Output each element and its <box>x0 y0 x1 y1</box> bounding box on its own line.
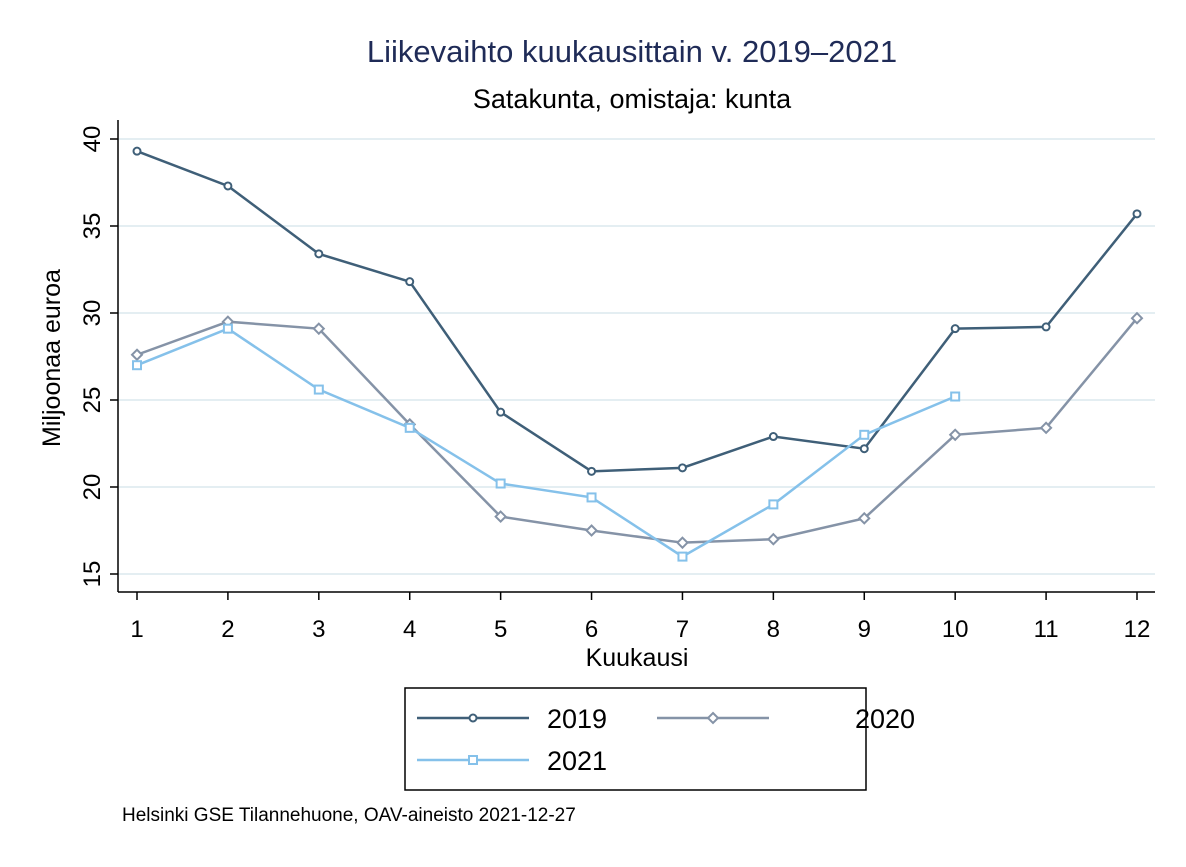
data-point <box>223 181 233 191</box>
series-2021 <box>132 323 961 562</box>
data-point <box>132 146 142 156</box>
chart-title: Liikevaihto kuukausittain v. 2019–2021 <box>367 34 897 69</box>
series-line-2019 <box>136 150 1138 473</box>
source-note: Helsinki GSE Tilannehuone, OAV-aineisto … <box>122 805 576 826</box>
x-tick-label: 10 <box>942 616 969 643</box>
data-point <box>677 551 688 562</box>
data-point <box>585 524 598 537</box>
data-point <box>468 755 478 765</box>
x-tick-label: 3 <box>312 616 325 643</box>
data-point <box>768 432 778 442</box>
x-tick-label: 1 <box>130 616 143 643</box>
data-point <box>859 429 870 440</box>
y-tick-label: 20 <box>79 474 106 501</box>
y-tick-label: 30 <box>79 300 106 327</box>
data-point <box>495 478 506 489</box>
data-point <box>1039 421 1053 435</box>
data-point <box>857 511 871 525</box>
data-point <box>222 323 233 334</box>
y-axis-label: Miljoonaa euroa <box>38 269 66 447</box>
data-point <box>950 324 960 334</box>
data-point <box>132 360 142 371</box>
data-point <box>405 277 415 287</box>
series-2020 <box>130 311 1144 550</box>
x-tick-label: 11 <box>1034 616 1059 643</box>
data-point <box>494 510 508 523</box>
x-tick-label: 5 <box>494 616 507 643</box>
data-point <box>1130 311 1144 325</box>
data-point <box>468 713 478 723</box>
legend-label: 2020 <box>855 704 915 734</box>
x-tick-label: 12 <box>1124 616 1151 643</box>
data-point <box>313 384 324 395</box>
x-tick-label: 9 <box>858 616 871 643</box>
legend-label: 2019 <box>547 704 607 734</box>
data-point <box>496 407 506 417</box>
data-point <box>1132 209 1142 219</box>
legend-item-2020: 2020 <box>657 704 915 734</box>
data-point <box>766 532 780 546</box>
x-tick-label: 8 <box>767 616 780 643</box>
x-axis-label: Kuukausi <box>586 644 689 672</box>
data-point <box>586 492 597 503</box>
data-point <box>314 249 324 259</box>
chart-subtitle: Satakunta, omistaja: kunta <box>473 84 792 114</box>
data-point <box>706 711 720 725</box>
y-tick-label: 25 <box>79 387 106 414</box>
data-point <box>677 463 687 473</box>
data-point <box>948 428 962 442</box>
data-point <box>130 348 144 362</box>
legend-box <box>404 687 867 791</box>
data-point <box>950 391 961 402</box>
data-point <box>768 499 779 510</box>
x-tick-label: 7 <box>676 616 689 643</box>
y-tick-label: 15 <box>79 561 106 588</box>
data-point <box>676 536 689 550</box>
series-line-2021 <box>136 327 956 559</box>
x-tick-label: 2 <box>221 616 234 643</box>
data-point <box>404 422 415 433</box>
x-tick-label: 6 <box>585 616 598 643</box>
legend-item-2019: 2019 <box>417 704 607 734</box>
series-line-2020 <box>136 317 1138 544</box>
x-tick-label: 4 <box>403 616 416 643</box>
data-point <box>587 466 597 476</box>
legend-item-2021: 2021 <box>417 746 607 776</box>
y-tick-label: 35 <box>79 213 106 240</box>
data-point <box>859 444 869 454</box>
y-tick-label: 40 <box>79 126 106 153</box>
data-point <box>1041 322 1051 332</box>
series-2019 <box>132 146 1142 476</box>
legend-label: 2021 <box>547 746 607 776</box>
data-point <box>312 322 326 336</box>
